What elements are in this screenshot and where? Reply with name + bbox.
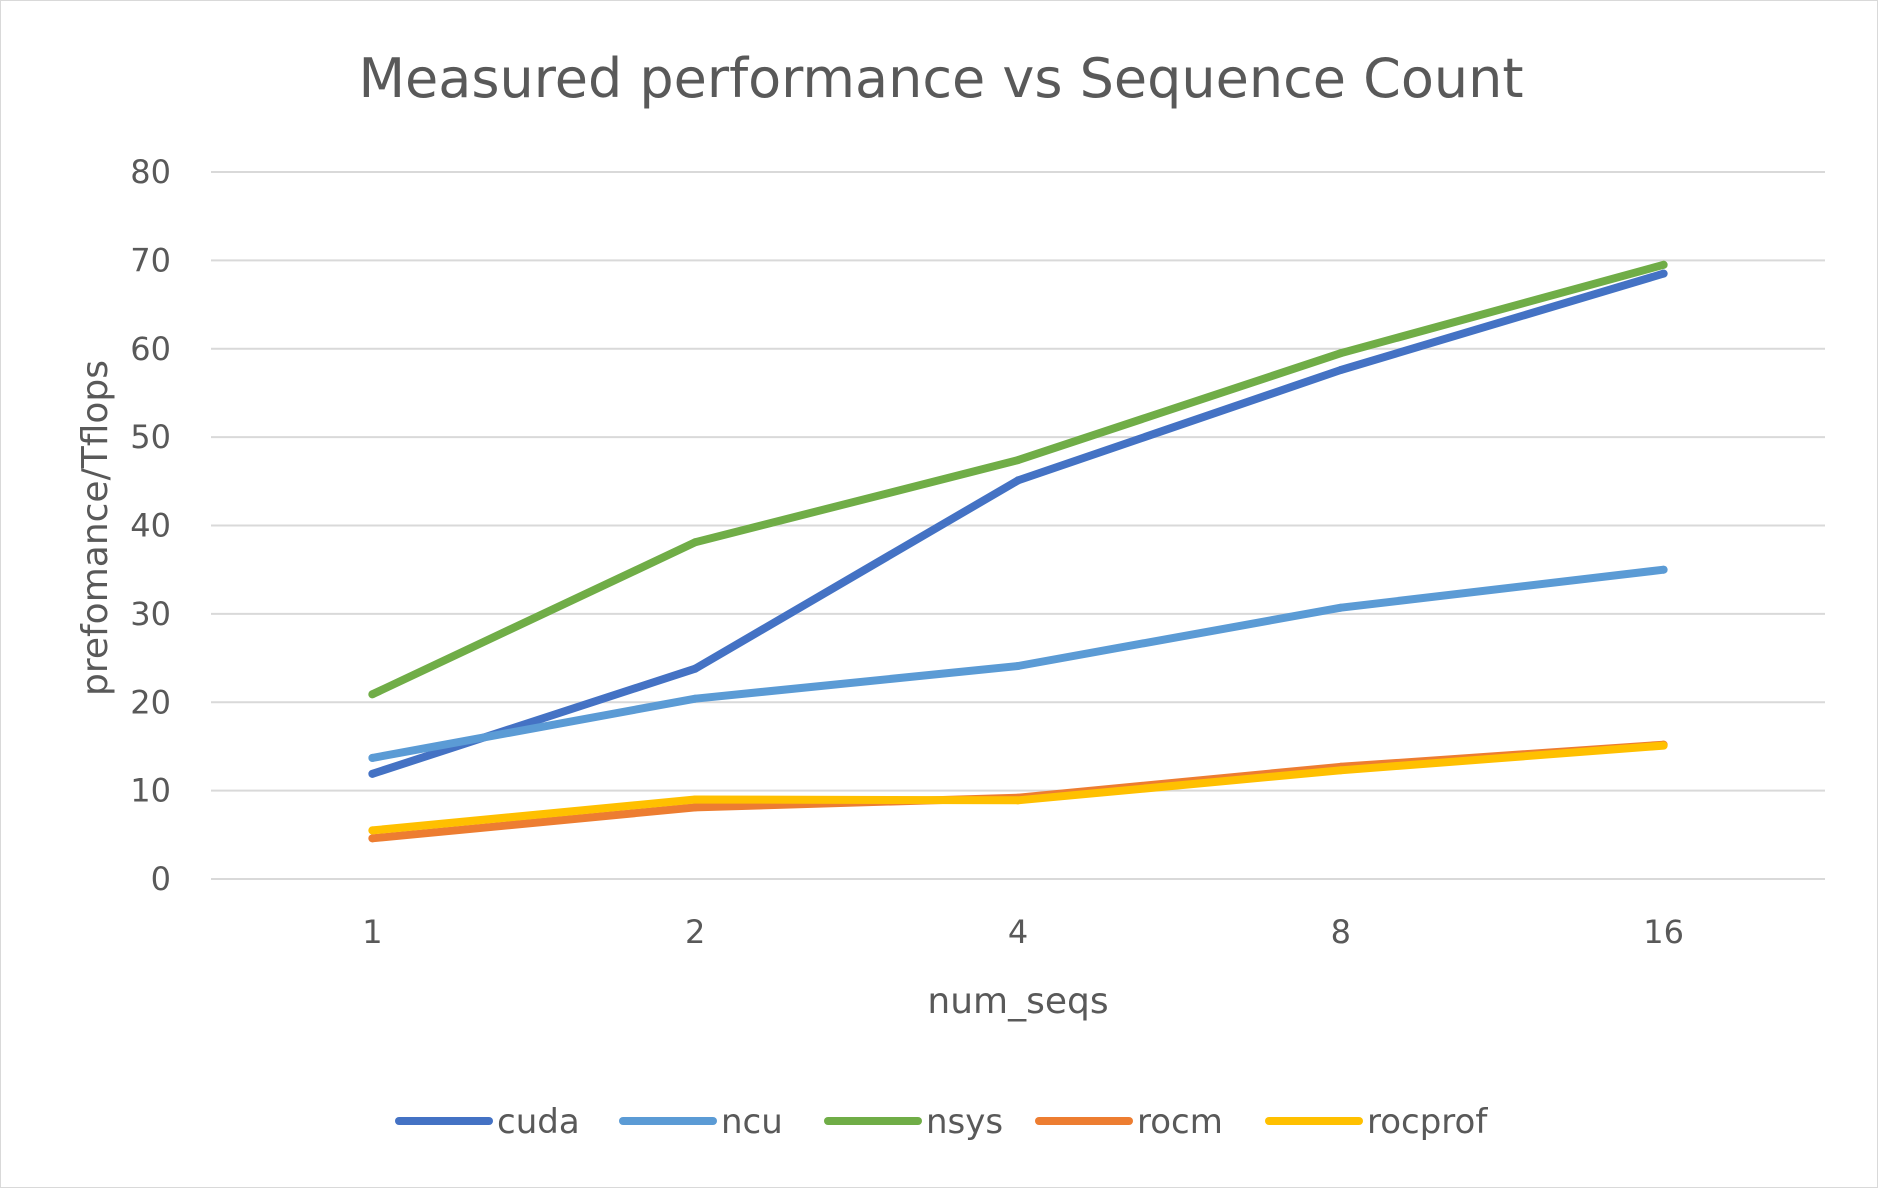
x-tick-label: 8 — [1331, 913, 1351, 951]
y-tick-label: 0 — [151, 860, 171, 898]
y-tick-label: 60 — [130, 330, 171, 368]
legend-label-rocm: rocm — [1137, 1102, 1223, 1142]
y-axis-title: prefomance/Tflops — [75, 360, 116, 696]
data-point-ncu — [1336, 603, 1345, 612]
data-point-cuda — [1659, 269, 1668, 278]
y-axis-ticks: 0 10 20 30 40 50 60 70 80 — [130, 153, 171, 898]
y-tick-label: 70 — [130, 241, 171, 279]
x-tick-label: 2 — [685, 913, 705, 951]
data-point-rocm — [691, 803, 700, 812]
y-tick-label: 10 — [130, 772, 171, 810]
data-point-rocprof — [691, 795, 700, 804]
legend-label-nsys: nsys — [926, 1102, 1003, 1142]
x-tick-label: 1 — [362, 913, 382, 951]
data-point-nsys — [1014, 456, 1022, 465]
data-point-rocm — [368, 834, 377, 843]
data-point-rocprof — [368, 826, 377, 835]
data-point-cuda — [691, 664, 700, 673]
legend-label-cuda: cuda — [497, 1102, 580, 1142]
data-point-rocprof — [1014, 796, 1022, 805]
y-tick-label: 50 — [130, 418, 171, 456]
data-point-nsys — [1659, 260, 1668, 269]
data-point-cuda — [368, 769, 377, 778]
legend: cuda ncu nsys rocm rocprof — [395, 1102, 1488, 1142]
x-tick-label: 16 — [1643, 913, 1684, 951]
data-point-cuda — [1014, 476, 1022, 485]
data-point-ncu — [691, 694, 700, 703]
x-tick-label: 4 — [1008, 913, 1028, 951]
data-point-nsys — [1336, 349, 1345, 358]
data-point-nsys — [691, 538, 700, 547]
y-tick-label: 30 — [130, 595, 171, 633]
y-tick-label: 40 — [130, 507, 171, 545]
legend-label-ncu: ncu — [721, 1102, 783, 1142]
data-point-ncu — [1659, 565, 1668, 574]
y-tick-label: 20 — [130, 683, 171, 721]
data-point-rocprof — [1336, 766, 1345, 775]
data-point-rocprof — [1659, 741, 1668, 750]
data-point-ncu — [1014, 662, 1022, 671]
gridlines — [211, 171, 1825, 880]
x-axis-title: num_seqs — [927, 981, 1108, 1022]
x-axis-ticks: 1 2 4 8 16 — [362, 913, 1684, 951]
data-point-ncu — [368, 753, 377, 762]
data-point-cuda — [1336, 365, 1345, 374]
series-lines — [368, 260, 1668, 843]
chart-title: Measured performance vs Sequence Count — [358, 47, 1523, 110]
data-point-nsys — [368, 690, 377, 699]
y-tick-label: 80 — [130, 153, 171, 191]
legend-label-rocprof: rocprof — [1367, 1102, 1488, 1142]
